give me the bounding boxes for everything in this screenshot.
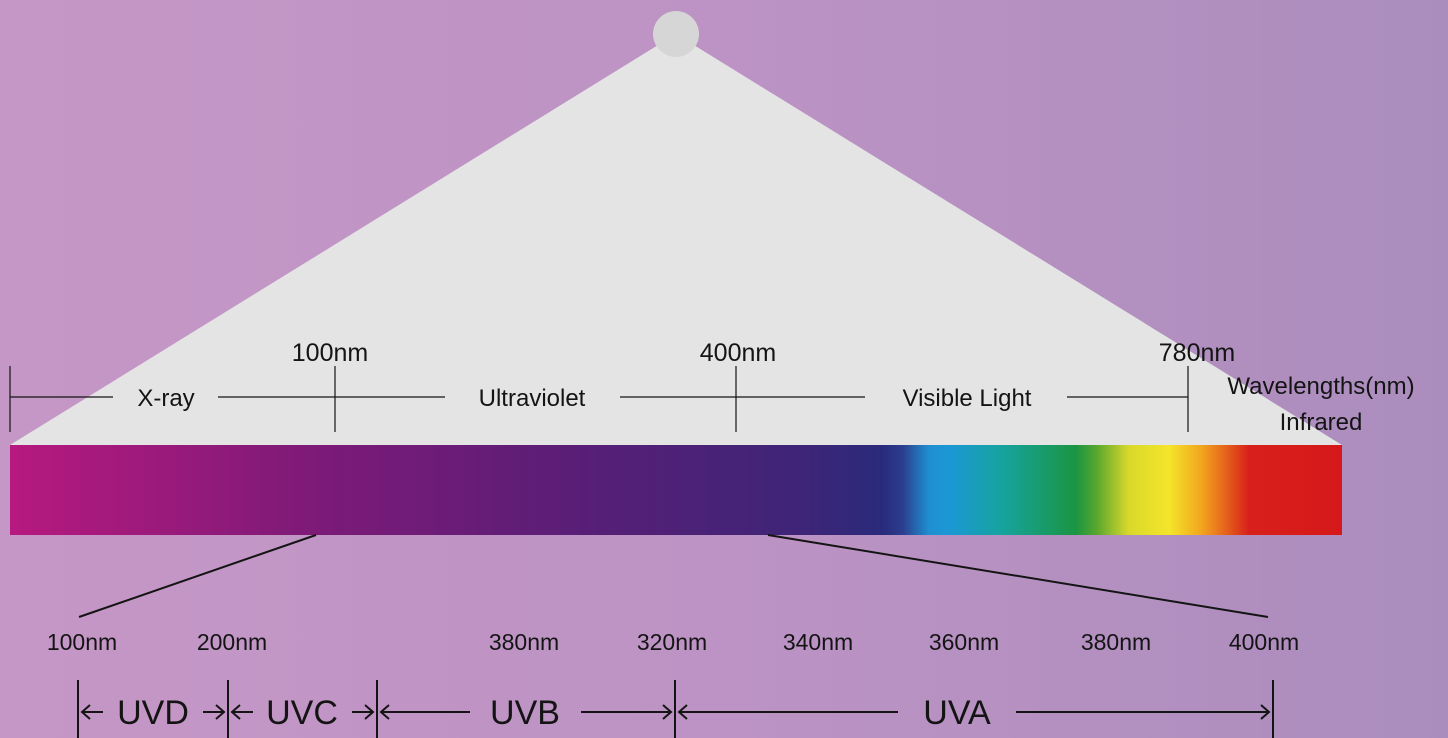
spectrum-bar	[10, 445, 1342, 535]
zoom-scale-ticks: 100nm 200nm 380nm 320nm 340nm 360nm 380n…	[47, 629, 1299, 655]
boundary-label-400nm: 400nm	[700, 339, 776, 367]
uv-band-uva: UVA	[923, 694, 991, 732]
zoom-tick: 360nm	[929, 629, 999, 655]
zoom-lines	[78, 534, 1269, 618]
zoom-tick: 380nm	[489, 629, 559, 655]
uv-band-uvb: UVB	[490, 694, 560, 732]
zoom-tick: 380nm	[1081, 629, 1151, 655]
region-label-ultraviolet: Ultraviolet	[479, 385, 586, 412]
uv-band-brackets	[77, 680, 1274, 738]
top-scale-lines	[9, 366, 1189, 432]
region-label-infrared: Infrared	[1280, 409, 1363, 436]
light-source-icon	[653, 11, 699, 57]
boundary-label-100nm: 100nm	[292, 339, 368, 367]
region-label-xray: X-ray	[137, 385, 194, 412]
light-beam	[10, 34, 1342, 445]
zoom-tick: 100nm	[47, 629, 117, 655]
axis-title: Wavelengths(nm)	[1227, 373, 1414, 400]
uv-band-uvd: UVD	[117, 694, 189, 732]
zoom-tick: 340nm	[783, 629, 853, 655]
zoom-tick: 200nm	[197, 629, 267, 655]
uv-band-uvc: UVC	[266, 694, 338, 732]
boundary-label-780nm: 780nm	[1159, 339, 1235, 367]
region-label-visible-light: Visible Light	[903, 385, 1032, 412]
zoom-tick: 400nm	[1229, 629, 1299, 655]
zoom-tick: 320nm	[637, 629, 707, 655]
